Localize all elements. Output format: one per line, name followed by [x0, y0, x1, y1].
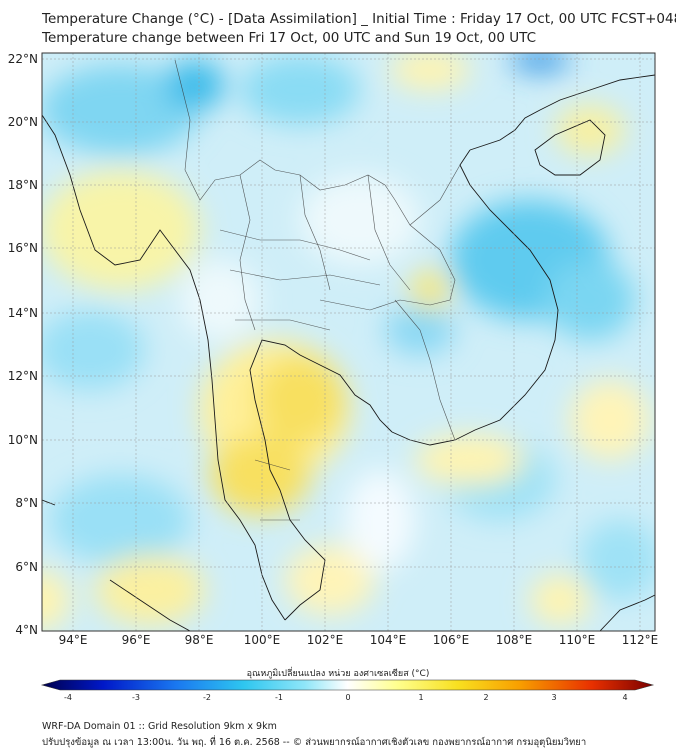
lat-tick-label: 14°N [7, 306, 38, 320]
colorbar-tick: 3 [551, 693, 557, 702]
colorbar-tick: -3 [132, 693, 140, 702]
lon-tick-label: 100°E [243, 633, 281, 647]
lon-tick-label: 104°E [369, 633, 407, 647]
model-info: WRF-DA Domain 01 :: Grid Resolution 9km … [42, 721, 277, 732]
colorbar-tick: -1 [275, 693, 283, 702]
update-info: ปรับปรุงข้อมูล ณ เวลา 13:00น. วัน พฤ. ที… [42, 737, 587, 748]
lat-tick-label: 10°N [7, 433, 38, 447]
coastlines [42, 74, 655, 631]
chart-title: Temperature Change (°C) - [Data Assimila… [42, 11, 676, 27]
lon-tick-label: 110°E [558, 633, 596, 647]
gridlines [42, 53, 655, 631]
colorbar-tick: 4 [622, 693, 628, 702]
map-frame [41, 52, 656, 632]
colorbar-tick: -2 [203, 693, 211, 702]
lat-tick-label: 4°N [15, 623, 38, 637]
lat-tick-label: 6°N [15, 560, 38, 574]
lon-tick-label: 98°E [184, 633, 214, 647]
lat-tick-label: 22°N [7, 52, 38, 66]
lat-tick-label: 16°N [7, 241, 38, 255]
lat-tick-label: 8°N [15, 496, 38, 510]
lon-tick-label: 102°E [306, 633, 344, 647]
colorbar-tick: 0 [345, 693, 351, 702]
temperature-field [42, 53, 655, 631]
lon-tick-label: 94°E [58, 633, 88, 647]
temperature-change-map [40, 52, 656, 691]
colorbar-tick: 2 [483, 693, 489, 702]
chart-subtitle: Temperature change between Fri 17 Oct, 0… [42, 30, 537, 46]
lon-tick-label: 106°E [432, 633, 470, 647]
colorbar-tick: -4 [64, 693, 72, 702]
colorbar-label: อุณหภูมิเปลี่ยนแปลง หน่วย องศาเซลเซียส (… [246, 669, 430, 679]
lat-tick-label: 12°N [7, 369, 38, 383]
lat-tick-label: 18°N [7, 178, 38, 192]
lon-tick-label: 96°E [121, 633, 151, 647]
lon-tick-label: 108°E [495, 633, 533, 647]
lat-tick-label: 20°N [7, 115, 38, 129]
colorbar-tick: 1 [418, 693, 424, 702]
lon-tick-label: 112°E [621, 633, 659, 647]
colorbar [40, 679, 655, 691]
